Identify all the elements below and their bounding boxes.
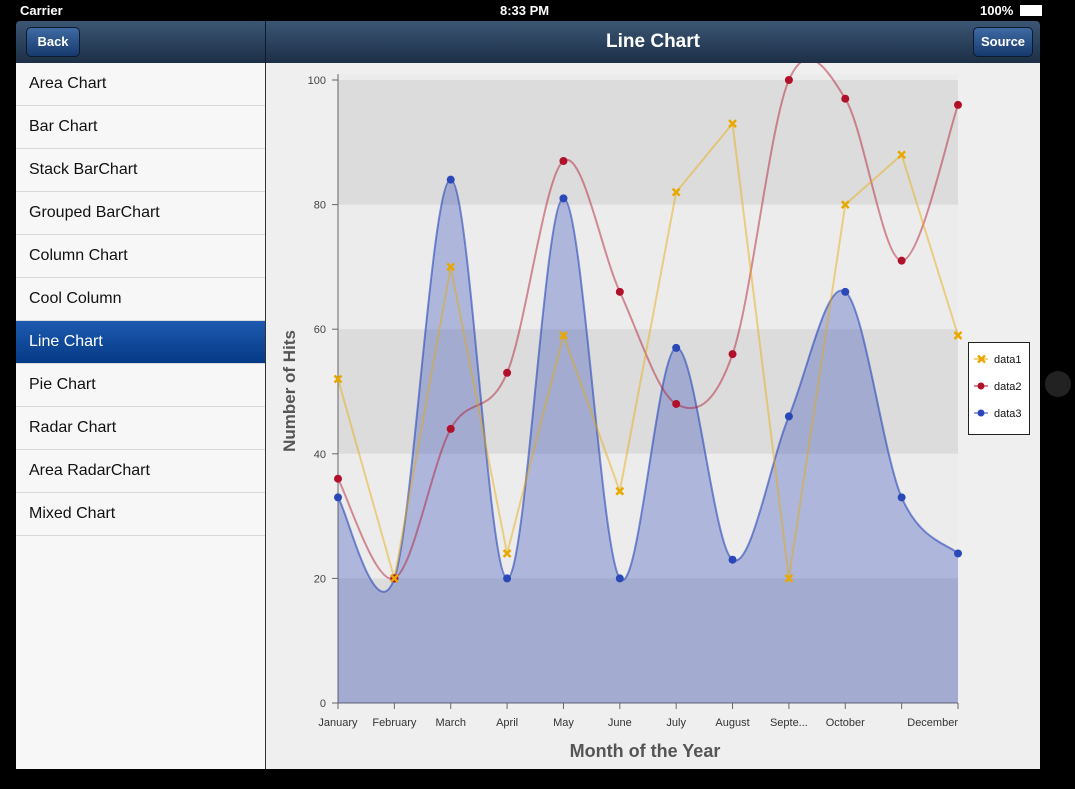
marker <box>446 175 455 184</box>
marker <box>897 256 906 265</box>
y-axis-title: Number of Hits <box>280 330 299 452</box>
y-tick-label: 20 <box>314 573 326 585</box>
marker <box>333 374 343 384</box>
band <box>338 329 958 454</box>
y-tick-label: 60 <box>314 324 326 336</box>
y-tick-label: 40 <box>314 449 326 461</box>
menu-item[interactable]: Radar Chart <box>16 407 265 450</box>
x-tick-label: June <box>608 717 632 729</box>
marker <box>446 262 456 272</box>
x-tick-label: February <box>372 717 417 729</box>
menu-item[interactable]: Cool Column <box>16 278 265 321</box>
menu-item[interactable]: Stack BarChart <box>16 149 265 192</box>
marker <box>728 350 737 359</box>
y-tick-label: 80 <box>314 200 326 212</box>
menu-item[interactable]: Bar Chart <box>16 106 265 149</box>
menu-item[interactable]: Area RadarChart <box>16 450 265 493</box>
marker <box>728 119 737 128</box>
marker <box>784 574 794 583</box>
menu-item[interactable]: Mixed Chart <box>16 493 265 536</box>
marker <box>615 574 624 583</box>
marker <box>671 187 681 197</box>
legend-label: data1 <box>994 354 1022 366</box>
legend-marker <box>977 382 985 390</box>
clock: 8:33 PM <box>500 3 550 18</box>
marker <box>503 368 512 377</box>
marker <box>615 486 625 496</box>
legend: data1 data2 data3 <box>968 342 1030 435</box>
status-bar: Carrier 8:33 PM 100% <box>0 0 1075 20</box>
home-button[interactable] <box>1045 371 1071 397</box>
marker <box>446 424 455 433</box>
legend-marker <box>977 409 985 417</box>
marker <box>672 399 681 408</box>
marker <box>559 331 568 340</box>
menu-item[interactable]: Column Chart <box>16 235 265 278</box>
x-tick-label: May <box>553 717 574 729</box>
marker <box>841 94 850 103</box>
menu-item[interactable]: Pie Chart <box>16 364 265 407</box>
area <box>338 179 958 703</box>
marker <box>897 150 907 160</box>
battery: 100% <box>980 3 1014 18</box>
menu-item[interactable]: Grouped BarChart <box>16 192 265 235</box>
marker <box>334 493 342 502</box>
sidebar: Area Chart Bar Chart Stack BarChart Grouped… <box>16 63 265 769</box>
x-tick-label: April <box>496 717 518 729</box>
series-line <box>337 178 959 593</box>
chart: Month of the Year Number of Hits 0 20 40 60… <box>265 63 1040 769</box>
x-tick-label: Septe... <box>770 717 808 729</box>
menu-item[interactable]: Line Chart <box>16 321 265 364</box>
y-tick-label: 0 <box>320 698 326 710</box>
marker <box>615 287 624 296</box>
marker <box>840 200 850 209</box>
x-tick-label: January <box>318 717 358 729</box>
source-button[interactable]: Source <box>973 27 1033 57</box>
x-tick-label: July <box>666 717 686 729</box>
legend-marker <box>977 354 986 364</box>
series-line <box>337 121 959 579</box>
marker <box>503 574 512 583</box>
x-tick-label: December <box>907 717 958 729</box>
x-tick-label: October <box>826 717 865 729</box>
marker <box>672 343 681 352</box>
band <box>338 578 958 703</box>
x-tick-label: August <box>715 717 749 729</box>
menu-item[interactable]: Area Chart <box>16 63 265 106</box>
y-tick-label: 100 <box>308 75 326 87</box>
marker <box>953 331 963 340</box>
marker <box>334 474 342 483</box>
legend-label: data2 <box>994 381 1022 393</box>
marker <box>841 287 850 296</box>
marker <box>559 194 568 203</box>
marker <box>728 555 737 564</box>
marker <box>897 493 906 502</box>
back-button[interactable]: Back <box>26 27 80 57</box>
marker <box>389 574 399 583</box>
marker <box>784 412 793 421</box>
marker <box>784 76 793 84</box>
nav-title: Line Chart <box>606 31 700 52</box>
marker <box>954 549 962 558</box>
nav-bar: Back Line Chart Source <box>16 21 1040 63</box>
marker <box>559 156 568 165</box>
band <box>338 80 958 205</box>
battery-icon <box>1020 5 1042 16</box>
marker <box>954 100 962 109</box>
carrier: Carrier <box>20 3 63 18</box>
marker <box>502 549 512 558</box>
divider <box>265 21 266 63</box>
x-tick-label: March <box>435 717 466 729</box>
legend-label: data3 <box>994 408 1022 420</box>
x-axis-title: Month of the Year <box>570 741 721 761</box>
